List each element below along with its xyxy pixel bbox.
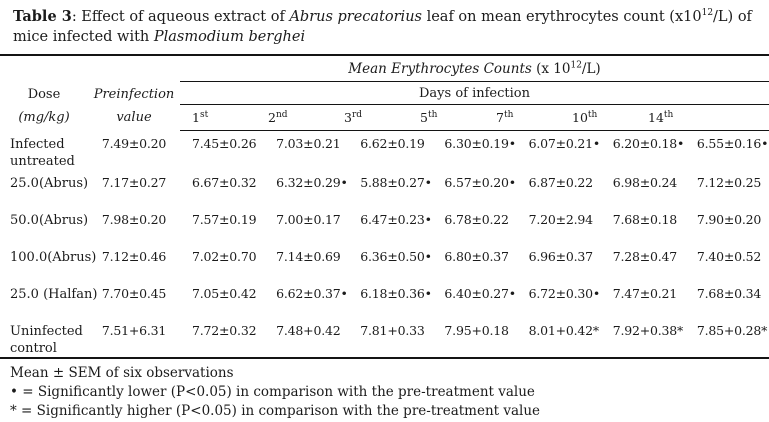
group-header-unit-sup: 12 bbox=[570, 60, 582, 70]
preinfection-value: 7.70±0.45 bbox=[101, 285, 167, 301]
day-value: 6.30±0.19• bbox=[444, 136, 516, 151]
preinfection-value: 7.17±0.27 bbox=[101, 174, 167, 190]
day-value: 7.48+0.42 bbox=[276, 322, 341, 338]
day-value: 7.40±0.52 bbox=[696, 248, 762, 264]
title-species-abrus: Abrus precatorius bbox=[289, 9, 422, 25]
day-column-14th: 14th bbox=[648, 109, 674, 125]
day-value: 6.72±0.30• bbox=[528, 285, 601, 301]
footnote-mean-sem: Mean ± SEM of six observations bbox=[10, 364, 234, 381]
day-value: 6.96±0.37 bbox=[528, 248, 594, 264]
header-spacer bbox=[0, 55, 180, 82]
day-value: 7.45±0.26 bbox=[192, 136, 257, 151]
day-value: 8.01+0.42* bbox=[528, 322, 600, 338]
day-value: 6.98±0.24 bbox=[612, 174, 678, 190]
footnote-significantly-higher: * = Significantly higher (P<0.05) in com… bbox=[10, 402, 541, 419]
preinfection-value: 7.12±0.46 bbox=[101, 248, 167, 264]
row-label: Uninfected control bbox=[10, 323, 83, 356]
table-row: Infected untreated 7.49±0.20 7.45±0.26 7… bbox=[0, 131, 769, 170]
days-of-infection-header: Days of infection bbox=[180, 81, 769, 105]
day-value: 6.55±0.16• bbox=[696, 136, 769, 151]
day-value: 7.85+0.28* bbox=[696, 322, 768, 338]
title-text-2: leaf on mean erythrocytes count (x10 bbox=[421, 9, 702, 25]
day-value: 6.67±0.32 bbox=[192, 174, 257, 190]
row-label: 25.0(Abrus) bbox=[10, 175, 89, 191]
table-row: 50.0(Abrus) 7.98±0.20 7.57±0.19 7.00±0.1… bbox=[0, 207, 769, 244]
day-value: 7.90±0.20 bbox=[696, 211, 762, 227]
day-value: 6.62±0.19 bbox=[360, 136, 425, 151]
day-column-3rd: 3rd bbox=[344, 109, 363, 125]
group-header-unit-post: /L) bbox=[581, 60, 601, 77]
day-columns-header: 1st 2nd 3rd 5th 7th 10th 14th bbox=[180, 104, 769, 131]
preinfection-value: 7.49±0.20 bbox=[101, 135, 167, 151]
day-value: 7.20±2.94 bbox=[528, 211, 594, 227]
day-value: 7.12±0.25 bbox=[696, 174, 762, 190]
day-value: 6.36±0.50• bbox=[360, 248, 432, 264]
day-value: 7.68±0.18 bbox=[612, 211, 678, 227]
dose-header-line1: Dose bbox=[27, 87, 61, 102]
dose-header-line2: (mg/kg) bbox=[18, 110, 70, 125]
table-row: Uninfected control 7.51+6.31 7.72±0.32 7… bbox=[0, 318, 769, 358]
day-value: 6.87±0.22 bbox=[528, 174, 594, 190]
footnote-significantly-lower: • = Significantly lower (P<0.05) in comp… bbox=[10, 383, 535, 400]
column-header-dose: Dose (mg/kg) bbox=[0, 82, 88, 131]
row-label: 50.0(Abrus) bbox=[10, 212, 89, 228]
group-header: Mean Erythrocytes Counts (x 1012/L) bbox=[180, 55, 769, 82]
day-value: 7.81+0.33 bbox=[360, 322, 425, 338]
title-text-3: /L) of mice infected with bbox=[13, 9, 752, 45]
preinfection-header-line2: value bbox=[116, 110, 152, 125]
day-value: 6.07±0.21• bbox=[528, 136, 601, 151]
table-row: 25.0(Abrus) 7.17±0.27 6.67±0.32 6.32±0.2… bbox=[0, 170, 769, 207]
day-value: 6.80±0.37 bbox=[444, 248, 509, 264]
table-number-label: Table 3 bbox=[13, 8, 72, 25]
day-value: 7.28±0.47 bbox=[612, 248, 678, 264]
preinfection-value: 7.98±0.20 bbox=[101, 211, 167, 227]
column-header-preinfection: Preinfection value bbox=[88, 82, 180, 131]
day-column-5th: 5th bbox=[420, 109, 438, 125]
preinfection-value: 7.51+6.31 bbox=[101, 322, 167, 338]
day-value: 7.47±0.21 bbox=[612, 285, 678, 301]
day-value: 7.00±0.17 bbox=[276, 211, 341, 227]
table-row: 100.0(Abrus) 7.12±0.46 7.02±0.70 7.14±0.… bbox=[0, 244, 769, 281]
table-row: 25.0 (Halfan) 7.70±0.45 7.05±0.42 6.62±0… bbox=[0, 281, 769, 318]
day-value: 6.40±0.27• bbox=[444, 285, 516, 301]
day-value: 7.14±0.69 bbox=[276, 248, 341, 264]
day-value: 6.32±0.29• bbox=[276, 174, 348, 190]
day-value: 6.20±0.18• bbox=[612, 136, 685, 151]
day-value: 6.47±0.23• bbox=[360, 211, 432, 227]
title-species-plasmodium: Plasmodium berghei bbox=[153, 29, 306, 45]
day-value: 7.05±0.42 bbox=[192, 285, 257, 301]
day-column-1st: 1st bbox=[192, 109, 209, 125]
document-title: Table 3: Effect of aqueous extract of Ab… bbox=[0, 0, 769, 47]
day-value: 7.72±0.32 bbox=[192, 322, 257, 338]
footnotes: Mean ± SEM of six observations • = Signi… bbox=[10, 364, 759, 421]
day-value: 6.62±0.37• bbox=[276, 285, 348, 301]
day-value: 7.57±0.19 bbox=[192, 211, 257, 227]
day-column-7th: 7th bbox=[496, 109, 514, 125]
day-value: 7.03±0.21 bbox=[276, 136, 341, 151]
row-label: 100.0(Abrus) bbox=[10, 249, 97, 265]
day-value: 6.57±0.20• bbox=[444, 174, 516, 190]
day-value: 7.02±0.70 bbox=[192, 248, 257, 264]
day-value: 6.78±0.22 bbox=[444, 211, 509, 227]
day-columns-row: 1st 2nd 3rd 5th 7th 10th 14th bbox=[192, 110, 732, 125]
preinfection-header-line1: Preinfection bbox=[93, 87, 175, 102]
day-value: 5.88±0.27• bbox=[360, 174, 432, 190]
group-header-unit-pre: (x 10 bbox=[531, 60, 571, 77]
day-value: 7.95+0.18 bbox=[444, 322, 509, 338]
data-table: Mean Erythrocytes Counts (x 1012/L) Dose… bbox=[0, 54, 769, 359]
title-superscript: 12 bbox=[701, 8, 714, 19]
group-header-title: Mean Erythrocytes Counts bbox=[348, 60, 532, 77]
day-value: 7.92+0.38* bbox=[612, 322, 684, 338]
day-value: 7.68±0.34 bbox=[696, 285, 762, 301]
row-label: Infected untreated bbox=[10, 136, 75, 169]
title-text-1: : Effect of aqueous extract of bbox=[71, 9, 290, 25]
day-value: 6.18±0.36• bbox=[360, 285, 432, 301]
day-column-10th: 10th bbox=[572, 109, 598, 125]
day-column-2nd: 2nd bbox=[268, 109, 288, 125]
row-label: 25.0 (Halfan) bbox=[10, 286, 98, 302]
